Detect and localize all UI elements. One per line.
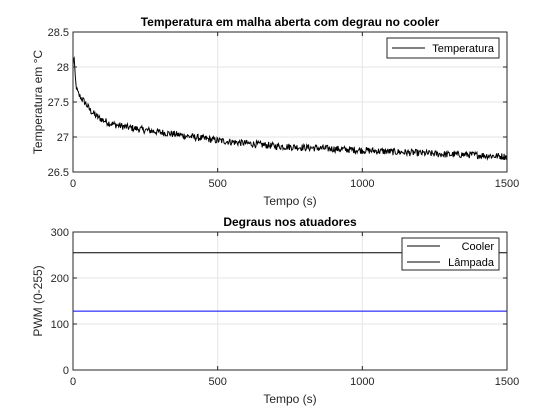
legend-box [386,37,500,59]
legend-box [401,237,500,271]
x-tick-label: 1500 [495,376,519,388]
x-tick-label: 0 [70,178,76,190]
x-axis-label: Tempo (s) [263,392,316,406]
y-tick-label: 27 [57,132,69,144]
chart-2: 0 500 1000 1500 0 100 200 300 Degraus nos atuado… [31,215,519,406]
legend-entry: Cooler [462,241,495,253]
y-tick-label: 0 [63,365,69,377]
y-axis-label: Temperatura em °C [31,50,45,155]
x-tick-label: 1000 [350,376,374,388]
x-tick-label: 500 [208,178,226,190]
y-tick-label: 28.5 [48,27,69,39]
chart-1: 0 500 1000 150026.52727.52828.5Temperatura … [31,15,519,208]
chart-title: Degraus nos atuadores [223,215,357,229]
legend: Temperatura [386,37,500,59]
series-line-temperatura [72,56,508,161]
legend: Cooler Lâmpada [401,237,500,271]
chart-title: Temperatura em malha aberta com degrau n… [141,15,440,29]
x-tick-label: 1500 [495,178,519,190]
y-tick-label: 26.5 [48,167,69,179]
x-tick-label: 0 [70,376,76,388]
y-tick-label: 300 [51,227,69,239]
legend-entry: Lâmpada [448,257,495,269]
y-tick-label: 27.5 [48,97,69,109]
axes-box [72,231,508,371]
y-tick-label: 200 [51,273,69,285]
x-tick-label: 500 [208,376,226,388]
legend-entry: Temperatura [432,43,495,55]
y-tick-label: 100 [51,319,69,331]
x-tick-label: 1000 [350,178,374,190]
y-axis-label: PWM (0-255) [31,265,45,336]
y-tick-label: 28 [57,62,69,74]
x-axis-label: Tempo (s) [263,194,316,208]
